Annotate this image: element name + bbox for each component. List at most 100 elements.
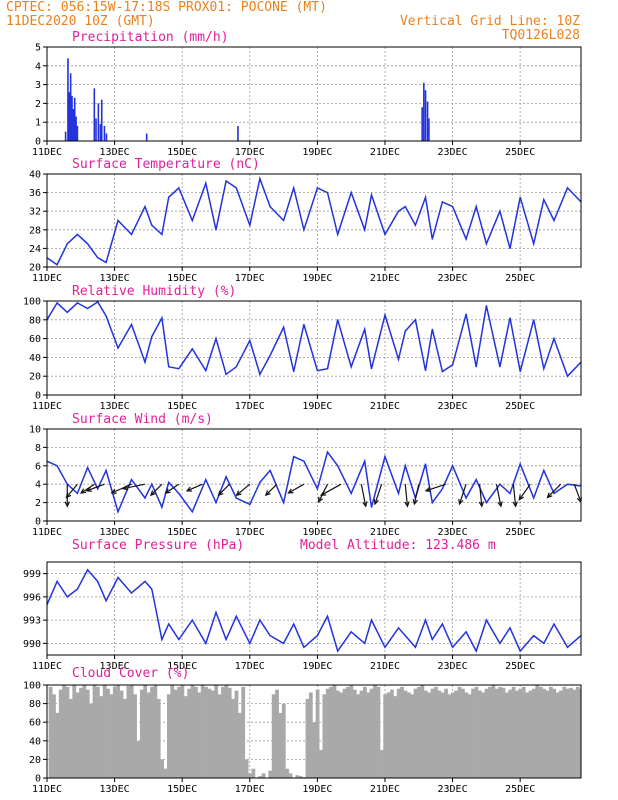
- data-point: [509, 627, 511, 629]
- data-point: [168, 196, 170, 198]
- wind-arrow: [86, 483, 105, 492]
- cloud-cover-bar: [214, 685, 219, 778]
- wind-arrowhead: [65, 492, 72, 499]
- panel-plot-area: [46, 174, 582, 267]
- cloud-cover-bar: [261, 773, 266, 778]
- cloud-cover-bar: [515, 690, 519, 778]
- wind-arrowhead: [185, 486, 193, 492]
- data-point: [337, 465, 339, 467]
- data-point: [350, 631, 352, 633]
- data-point: [543, 469, 545, 471]
- series-line: [46, 568, 582, 654]
- data-point: [56, 302, 58, 304]
- wind-arrowhead: [318, 496, 324, 504]
- header-date: 11DEC2020 10Z (GMT): [6, 14, 155, 29]
- data-point: [86, 467, 89, 469]
- x-tick-label: 11DEC: [32, 784, 62, 795]
- cloud-cover-bar: [52, 694, 56, 778]
- data-point: [404, 330, 406, 332]
- panel-frame: [46, 300, 582, 396]
- cloud-cover-bar: [48, 686, 53, 778]
- data-point: [56, 465, 58, 467]
- cloud-cover-bar: [146, 692, 151, 778]
- cloud-cover-bar: [96, 686, 100, 778]
- panel-plot-area: [46, 300, 582, 395]
- data-point: [97, 488, 99, 490]
- cloud-cover-bar: [430, 688, 435, 778]
- wind-arrowhead: [235, 490, 242, 497]
- wind-arrowhead: [478, 501, 485, 508]
- data-point: [151, 588, 153, 590]
- wind-arrowhead: [362, 501, 368, 508]
- data-point: [225, 476, 227, 478]
- data-point: [519, 650, 521, 652]
- wind-arrow: [165, 483, 180, 494]
- wind-arrowhead: [217, 490, 224, 497]
- data-point: [326, 615, 329, 617]
- data-point: [566, 483, 569, 485]
- data-point: [566, 375, 569, 377]
- precip-bar: [428, 118, 430, 141]
- cloud-cover-bar: [379, 750, 384, 778]
- data-point: [475, 479, 477, 481]
- cloud-cover-bar: [498, 686, 502, 778]
- cloud-cover-bar: [79, 687, 83, 778]
- cloud-cover-bar: [75, 692, 80, 778]
- x-tick-label: 25DEC: [505, 401, 535, 412]
- cloud-cover-bar: [119, 690, 124, 778]
- x-tick-label: 23DEC: [438, 401, 468, 412]
- cloud-cover-bar: [231, 698, 235, 778]
- data-point: [130, 323, 133, 326]
- x-tick-label: 25DEC: [505, 527, 535, 538]
- cloud-cover-bar: [268, 770, 273, 778]
- data-point: [543, 642, 545, 644]
- data-point: [105, 469, 107, 471]
- data-point: [76, 302, 79, 304]
- x-tick-label: 21DEC: [370, 784, 400, 795]
- data-point: [414, 224, 416, 226]
- data-point: [97, 301, 99, 303]
- precip-bar: [68, 92, 71, 141]
- y-tick-label: 36: [29, 188, 41, 199]
- cloud-cover-bar: [68, 698, 73, 778]
- cloud-cover-bar: [116, 685, 121, 778]
- cloud-cover-bar: [305, 698, 310, 778]
- panel-frame: [46, 561, 582, 656]
- panel-4: 0 2 4 6 8 10 11DEC 13DEC 15DEC 17DEC 19DEC 21DEC 23D…: [29, 412, 582, 538]
- wind-arrow: [458, 484, 467, 505]
- precip-bar: [93, 88, 96, 141]
- cloud-cover-bar: [109, 694, 114, 778]
- cloud-cover-bar: [163, 768, 168, 778]
- wind-arrowhead: [458, 498, 464, 506]
- cloud-cover-bar: [227, 687, 232, 778]
- y-tick-label: 100: [23, 297, 41, 308]
- y-tick-label: 32: [29, 207, 41, 218]
- data-point: [269, 205, 271, 208]
- data-point: [441, 370, 444, 373]
- data-point: [117, 347, 119, 349]
- cloud-cover-bar: [285, 768, 290, 778]
- data-point: [533, 243, 535, 245]
- cloud-cover-bar: [65, 686, 70, 778]
- data-point: [499, 366, 501, 368]
- data-point: [303, 323, 305, 326]
- wind-arrow: [404, 484, 409, 507]
- panel-plot-area: [46, 562, 582, 655]
- cloud-cover-bar: [329, 686, 333, 778]
- x-tick-label: 19DEC: [302, 147, 332, 158]
- precip-bar: [71, 95, 73, 141]
- cloud-cover-bar: [143, 685, 148, 778]
- wind-arrow: [320, 483, 342, 496]
- wind-arrow: [573, 483, 582, 503]
- data-point: [350, 192, 352, 194]
- data-point: [259, 481, 261, 483]
- data-point: [509, 247, 511, 249]
- x-tick-label: 19DEC: [302, 273, 332, 284]
- cloud-cover-bar: [275, 689, 279, 778]
- data-point: [151, 336, 153, 338]
- data-point: [431, 502, 433, 504]
- precip-bar: [103, 125, 106, 141]
- y-tick-label: 100: [23, 681, 41, 692]
- wind-arrowhead: [373, 498, 379, 506]
- data-point: [191, 219, 193, 222]
